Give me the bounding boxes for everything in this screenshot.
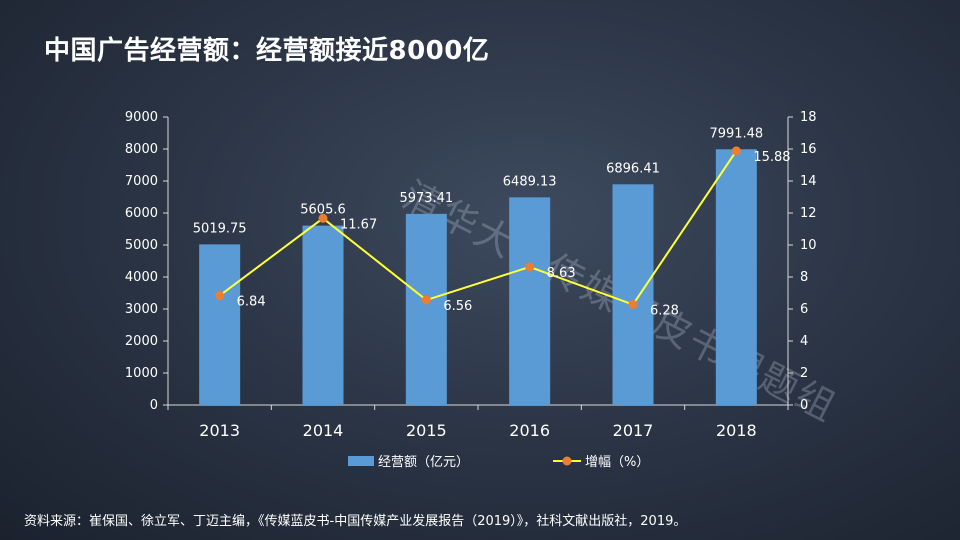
chart: 0 1000 2000 3000 4000 5000 6000 7000 8000 9000 0 2 4…: [125, 110, 817, 470]
chart-axes: 0 1000 2000 3000 4000 5000 6000 7000 8000 9000 0 2 4…: [125, 110, 817, 440]
legend: 经营额（亿元） 增幅（%）: [348, 455, 649, 470]
bar: [199, 244, 241, 405]
y-right-tick-label: 0: [800, 398, 808, 413]
bar-value-label: 6489.13: [503, 174, 557, 189]
y-right-tick-label: 4: [800, 334, 808, 349]
bar-value-label: 5019.75: [193, 221, 247, 236]
growth-point: [215, 291, 225, 301]
legend-line-marker: [562, 456, 572, 466]
data-labels: 5019.75 5605.6 5973.41 6489.13 6896.41 7991.4…: [193, 126, 791, 318]
x-tick-label: 2018: [716, 421, 757, 440]
x-tick-label: 2016: [509, 421, 550, 440]
x-tick-label: 2014: [303, 421, 344, 440]
bar-value-label: 5605.6: [300, 203, 346, 218]
y-left-tick-label: 7000: [125, 174, 158, 189]
y-right-tick-label: 16: [800, 142, 817, 157]
y-left-tick-label: 0: [150, 398, 158, 413]
y-left-tick-label: 5000: [125, 238, 158, 253]
y-left-tick-label: 8000: [125, 142, 158, 157]
y-left-tick-label: 2000: [125, 334, 158, 349]
bar-series: [199, 149, 757, 405]
x-tick-label: 2017: [613, 421, 654, 440]
growth-value-label: 6.28: [650, 304, 679, 319]
bar-value-label: 5973.41: [399, 191, 453, 206]
growth-value-label: 8.63: [547, 266, 576, 281]
y-left-tick-label: 9000: [125, 110, 158, 125]
growth-line: [219, 150, 738, 306]
y-right-tick-label: 12: [800, 206, 817, 221]
legend-bar-label: 经营额（亿元）: [378, 455, 469, 470]
bar-value-label: 6896.41: [606, 161, 660, 176]
growth-point: [318, 213, 328, 223]
growth-value-label: 11.67: [340, 217, 377, 232]
source-note: 资料来源：崔保国、徐立军、丁迈主编，《传媒蓝皮书-中国传媒产业发展报告（2019…: [24, 514, 687, 529]
y-left-tick-label: 3000: [125, 302, 158, 317]
bar: [405, 213, 447, 405]
y-right-tick-label: 18: [800, 110, 817, 125]
growth-value-label: 6.84: [237, 295, 266, 310]
y-right-tick-label: 6: [800, 302, 808, 317]
growth-point: [421, 295, 431, 305]
bar: [302, 225, 344, 405]
bar: [715, 149, 757, 405]
line-series: [215, 146, 741, 310]
x-tick-label: 2015: [406, 421, 447, 440]
growth-value-label: 15.88: [753, 150, 790, 165]
y-right-tick-label: 14: [800, 174, 817, 189]
growth-point: [525, 262, 535, 272]
y-right-tick-label: 10: [800, 238, 817, 253]
bar: [509, 197, 551, 405]
x-tick-label: 2013: [199, 421, 240, 440]
bar-value-label: 7991.48: [709, 126, 763, 141]
growth-point: [731, 146, 741, 156]
y-left-tick-label: 4000: [125, 270, 158, 285]
bar: [612, 184, 654, 405]
growth-value-label: 6.56: [443, 299, 472, 314]
y-right-tick-label: 2: [800, 366, 808, 381]
y-left-tick-label: 6000: [125, 206, 158, 221]
y-left-tick-label: 1000: [125, 366, 158, 381]
page-title: 中国广告经营额：经营额接近8000亿: [44, 36, 490, 66]
y-right-tick-label: 8: [800, 270, 808, 285]
legend-line-label: 增幅（%）: [585, 455, 649, 470]
growth-point: [628, 300, 638, 310]
legend-bar-swatch: [348, 456, 374, 466]
